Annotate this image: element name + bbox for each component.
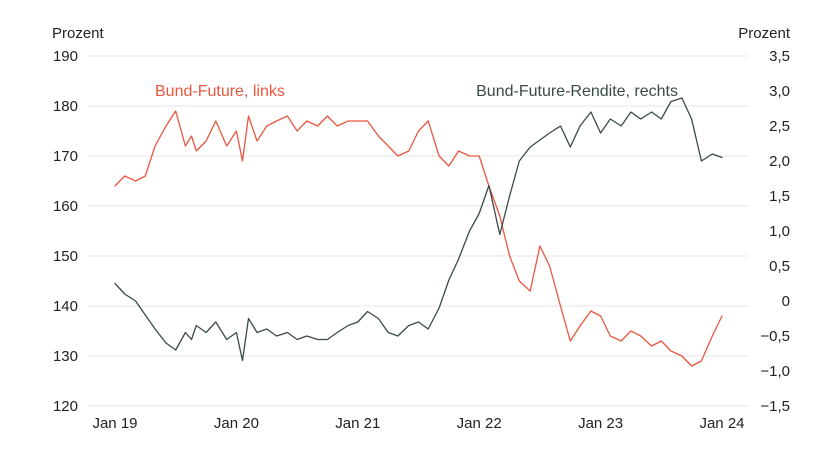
left-tick-label: 170 — [53, 148, 78, 165]
grid-layer — [88, 55, 748, 407]
left-tick-label: 180 — [53, 98, 78, 115]
right-axis: −1,5 −1,0 −0,5 0 0,5 1,0 1,5 2,0 2,5 3,0 3,5 — [760, 48, 790, 415]
right-tick-label: 3,5 — [769, 48, 790, 65]
right-tick-label: 0 — [782, 293, 790, 310]
left-tick-label: 140 — [53, 298, 78, 315]
series-layer — [114, 97, 723, 367]
left-tick-label: 130 — [53, 348, 78, 365]
left-tick-label: 190 — [53, 48, 78, 65]
x-tick-label: Jan 23 — [578, 415, 623, 432]
series-line-bund-future-rendite — [114, 97, 723, 362]
series-label-bund-future-rendite: Bund-Future-Rendite, rechts — [476, 83, 678, 100]
x-tick-label: Jan 24 — [699, 415, 744, 432]
right-tick-label: 1,0 — [769, 223, 790, 240]
right-tick-label: 2,0 — [769, 153, 790, 170]
left-axis-unit-label: Prozent — [52, 25, 105, 42]
right-tick-label: 0,5 — [769, 258, 790, 275]
series-label-bund-future: Bund-Future, links — [155, 83, 285, 100]
left-tick-label: 120 — [53, 398, 78, 415]
left-axis: 120 130 140 150 160 170 180 190 — [53, 48, 78, 415]
right-tick-label: 3,0 — [769, 83, 790, 100]
right-tick-label: −1,0 — [760, 363, 790, 380]
left-tick-label: 150 — [53, 248, 78, 265]
x-tick-label: Jan 21 — [335, 415, 380, 432]
right-tick-label: 1,5 — [769, 188, 790, 205]
x-tick-label: Jan 20 — [214, 415, 259, 432]
x-tick-label: Jan 22 — [457, 415, 502, 432]
series-line-bund-future — [114, 110, 723, 367]
x-axis: Jan 19 Jan 20 Jan 21 Jan 22 Jan 23 Jan 24 — [92, 415, 744, 432]
right-axis-unit-label: Prozent — [738, 25, 791, 42]
x-tick-label: Jan 19 — [92, 415, 137, 432]
left-tick-label: 160 — [53, 198, 78, 215]
right-tick-label: −1,5 — [760, 398, 790, 415]
right-tick-label: 2,5 — [769, 118, 790, 135]
right-tick-label: −0,5 — [760, 328, 790, 345]
